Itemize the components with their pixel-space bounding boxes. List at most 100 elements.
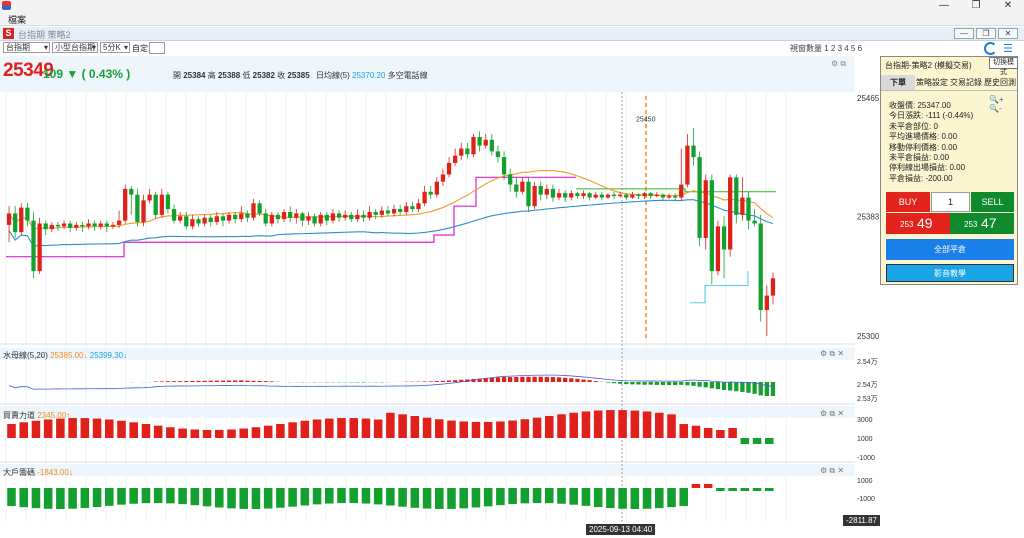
power-bar — [251, 427, 261, 438]
candle-body — [715, 226, 721, 272]
power-bar — [679, 424, 688, 438]
candle-body — [355, 214, 360, 220]
candle-body — [343, 214, 348, 218]
power-bar — [471, 421, 481, 438]
candle-body — [563, 193, 568, 198]
tab-strategy-settings[interactable]: 策略設定 — [915, 75, 949, 91]
zoom-icons[interactable]: 🔍+ 🔍- — [989, 95, 1004, 113]
candle-body — [306, 216, 311, 221]
water-axis-label: 2.54万 — [857, 381, 878, 389]
big-bar — [447, 488, 456, 509]
candle-body — [404, 206, 409, 212]
power-bar — [361, 418, 371, 438]
candle-body — [251, 203, 256, 218]
candle-body — [520, 181, 525, 192]
custom-period-input[interactable] — [149, 42, 165, 54]
candle-body — [336, 213, 342, 218]
power-bar — [703, 428, 713, 438]
power-bar — [765, 438, 774, 444]
power-bar — [19, 422, 28, 438]
candle-body — [98, 223, 103, 227]
power-bar — [349, 418, 358, 438]
candle-body — [385, 210, 391, 214]
big-bar — [276, 488, 285, 508]
big-bar — [92, 488, 102, 508]
big-bar — [227, 488, 236, 509]
candle-body — [104, 223, 109, 227]
app-icon — [2, 1, 11, 10]
tab-trade-log[interactable]: 交易記錄 — [949, 75, 983, 91]
symbol-select[interactable]: 台指期 — [3, 42, 50, 53]
big-bar — [202, 488, 212, 507]
big-bar — [471, 488, 481, 508]
candle-body — [581, 193, 586, 197]
power-bar — [386, 412, 395, 438]
candle-body — [764, 295, 769, 311]
candle-body — [471, 136, 476, 155]
big-bar — [68, 488, 77, 509]
trailing-line — [690, 271, 749, 304]
candle-body — [19, 207, 24, 233]
window-count-selector[interactable]: 視窗數量 1 2 3 4 5 6 — [790, 44, 863, 53]
main-chart[interactable]: 25465 25383 25300 25450 2.54万 2.54万 2.53万 3000 1… — [0, 92, 880, 538]
power-bar — [642, 411, 652, 438]
refresh-icon[interactable] — [984, 42, 997, 55]
crosshair-value: -2811.87 — [843, 515, 880, 526]
close-all-button[interactable]: 全部平倉 — [886, 239, 1014, 260]
power-pane-controls[interactable]: ⚙ ⧉ ✕ — [820, 409, 845, 418]
candle-body — [379, 210, 384, 215]
candle-body — [367, 211, 372, 218]
candle-body — [483, 139, 488, 146]
sell-price-button[interactable]: 253 47 — [950, 213, 1014, 234]
candle-body — [68, 223, 73, 228]
candle-body — [239, 213, 244, 220]
menu-file[interactable]: 檔案 — [8, 15, 27, 25]
big-bar — [19, 488, 28, 508]
candle-body — [288, 211, 293, 218]
candle-body — [538, 185, 543, 195]
candle-body — [550, 188, 556, 198]
custom-label: 自定: — [132, 44, 151, 53]
big-bar — [593, 488, 603, 508]
candle-body — [489, 139, 494, 152]
maximize-button[interactable]: ❐ — [971, 0, 981, 11]
close-button[interactable]: ✕ — [1003, 0, 1013, 11]
candle-body — [758, 223, 763, 311]
tab-order[interactable]: 下單 — [881, 75, 915, 91]
big-bar — [117, 488, 126, 505]
candle-body — [666, 196, 672, 198]
candle-body — [294, 213, 299, 218]
info-daily-change: 今日漲跌: -111 (-0.44%) — [889, 111, 974, 121]
candle-body — [263, 213, 268, 224]
power-bar — [618, 410, 627, 438]
video-tutorial-button[interactable]: 影音教學 — [886, 264, 1014, 282]
minimize-button[interactable]: — — [939, 0, 949, 11]
chart-restore-button[interactable]: ❐ — [976, 28, 996, 39]
big-bar — [606, 488, 615, 509]
crosshair-date: 2025-09-13 04:40 — [586, 524, 656, 535]
tab-backtest[interactable]: 歷史回測 — [983, 75, 1017, 91]
big-pane-header — [0, 464, 855, 476]
contract-select[interactable]: 小型台指期 — [52, 42, 98, 53]
candle-body — [55, 224, 61, 227]
chart-close-button[interactable]: ✕ — [998, 28, 1018, 39]
period-select[interactable]: 5分K — [100, 42, 130, 53]
power-bar — [288, 422, 297, 438]
menubar: 檔案 — [0, 12, 1024, 26]
big-pane-controls[interactable]: ⚙ ⧉ ✕ — [820, 466, 845, 475]
candle-body — [398, 209, 403, 212]
buy-button[interactable]: BUY — [886, 192, 930, 212]
buy-price-button[interactable]: 253 49 — [886, 213, 950, 234]
power-bar — [337, 418, 346, 438]
water-pane-controls[interactable]: ⚙ ⧉ ✕ — [820, 349, 845, 358]
chart-minimize-button[interactable]: — — [954, 28, 974, 39]
big-bar — [7, 488, 16, 506]
candle-body — [43, 223, 48, 230]
chart-settings-icon[interactable]: ⚙ ⧉ — [831, 59, 847, 68]
account-icon[interactable]: ☰ — [1003, 43, 1013, 55]
switch-mode-button[interactable]: 切換模式 — [989, 57, 1018, 76]
price-change: 109 ▼ ( 0.43% ) — [43, 67, 131, 81]
candle-body — [49, 224, 54, 230]
sell-button[interactable]: SELL — [971, 192, 1014, 212]
quantity-input[interactable]: 1 — [931, 192, 970, 212]
